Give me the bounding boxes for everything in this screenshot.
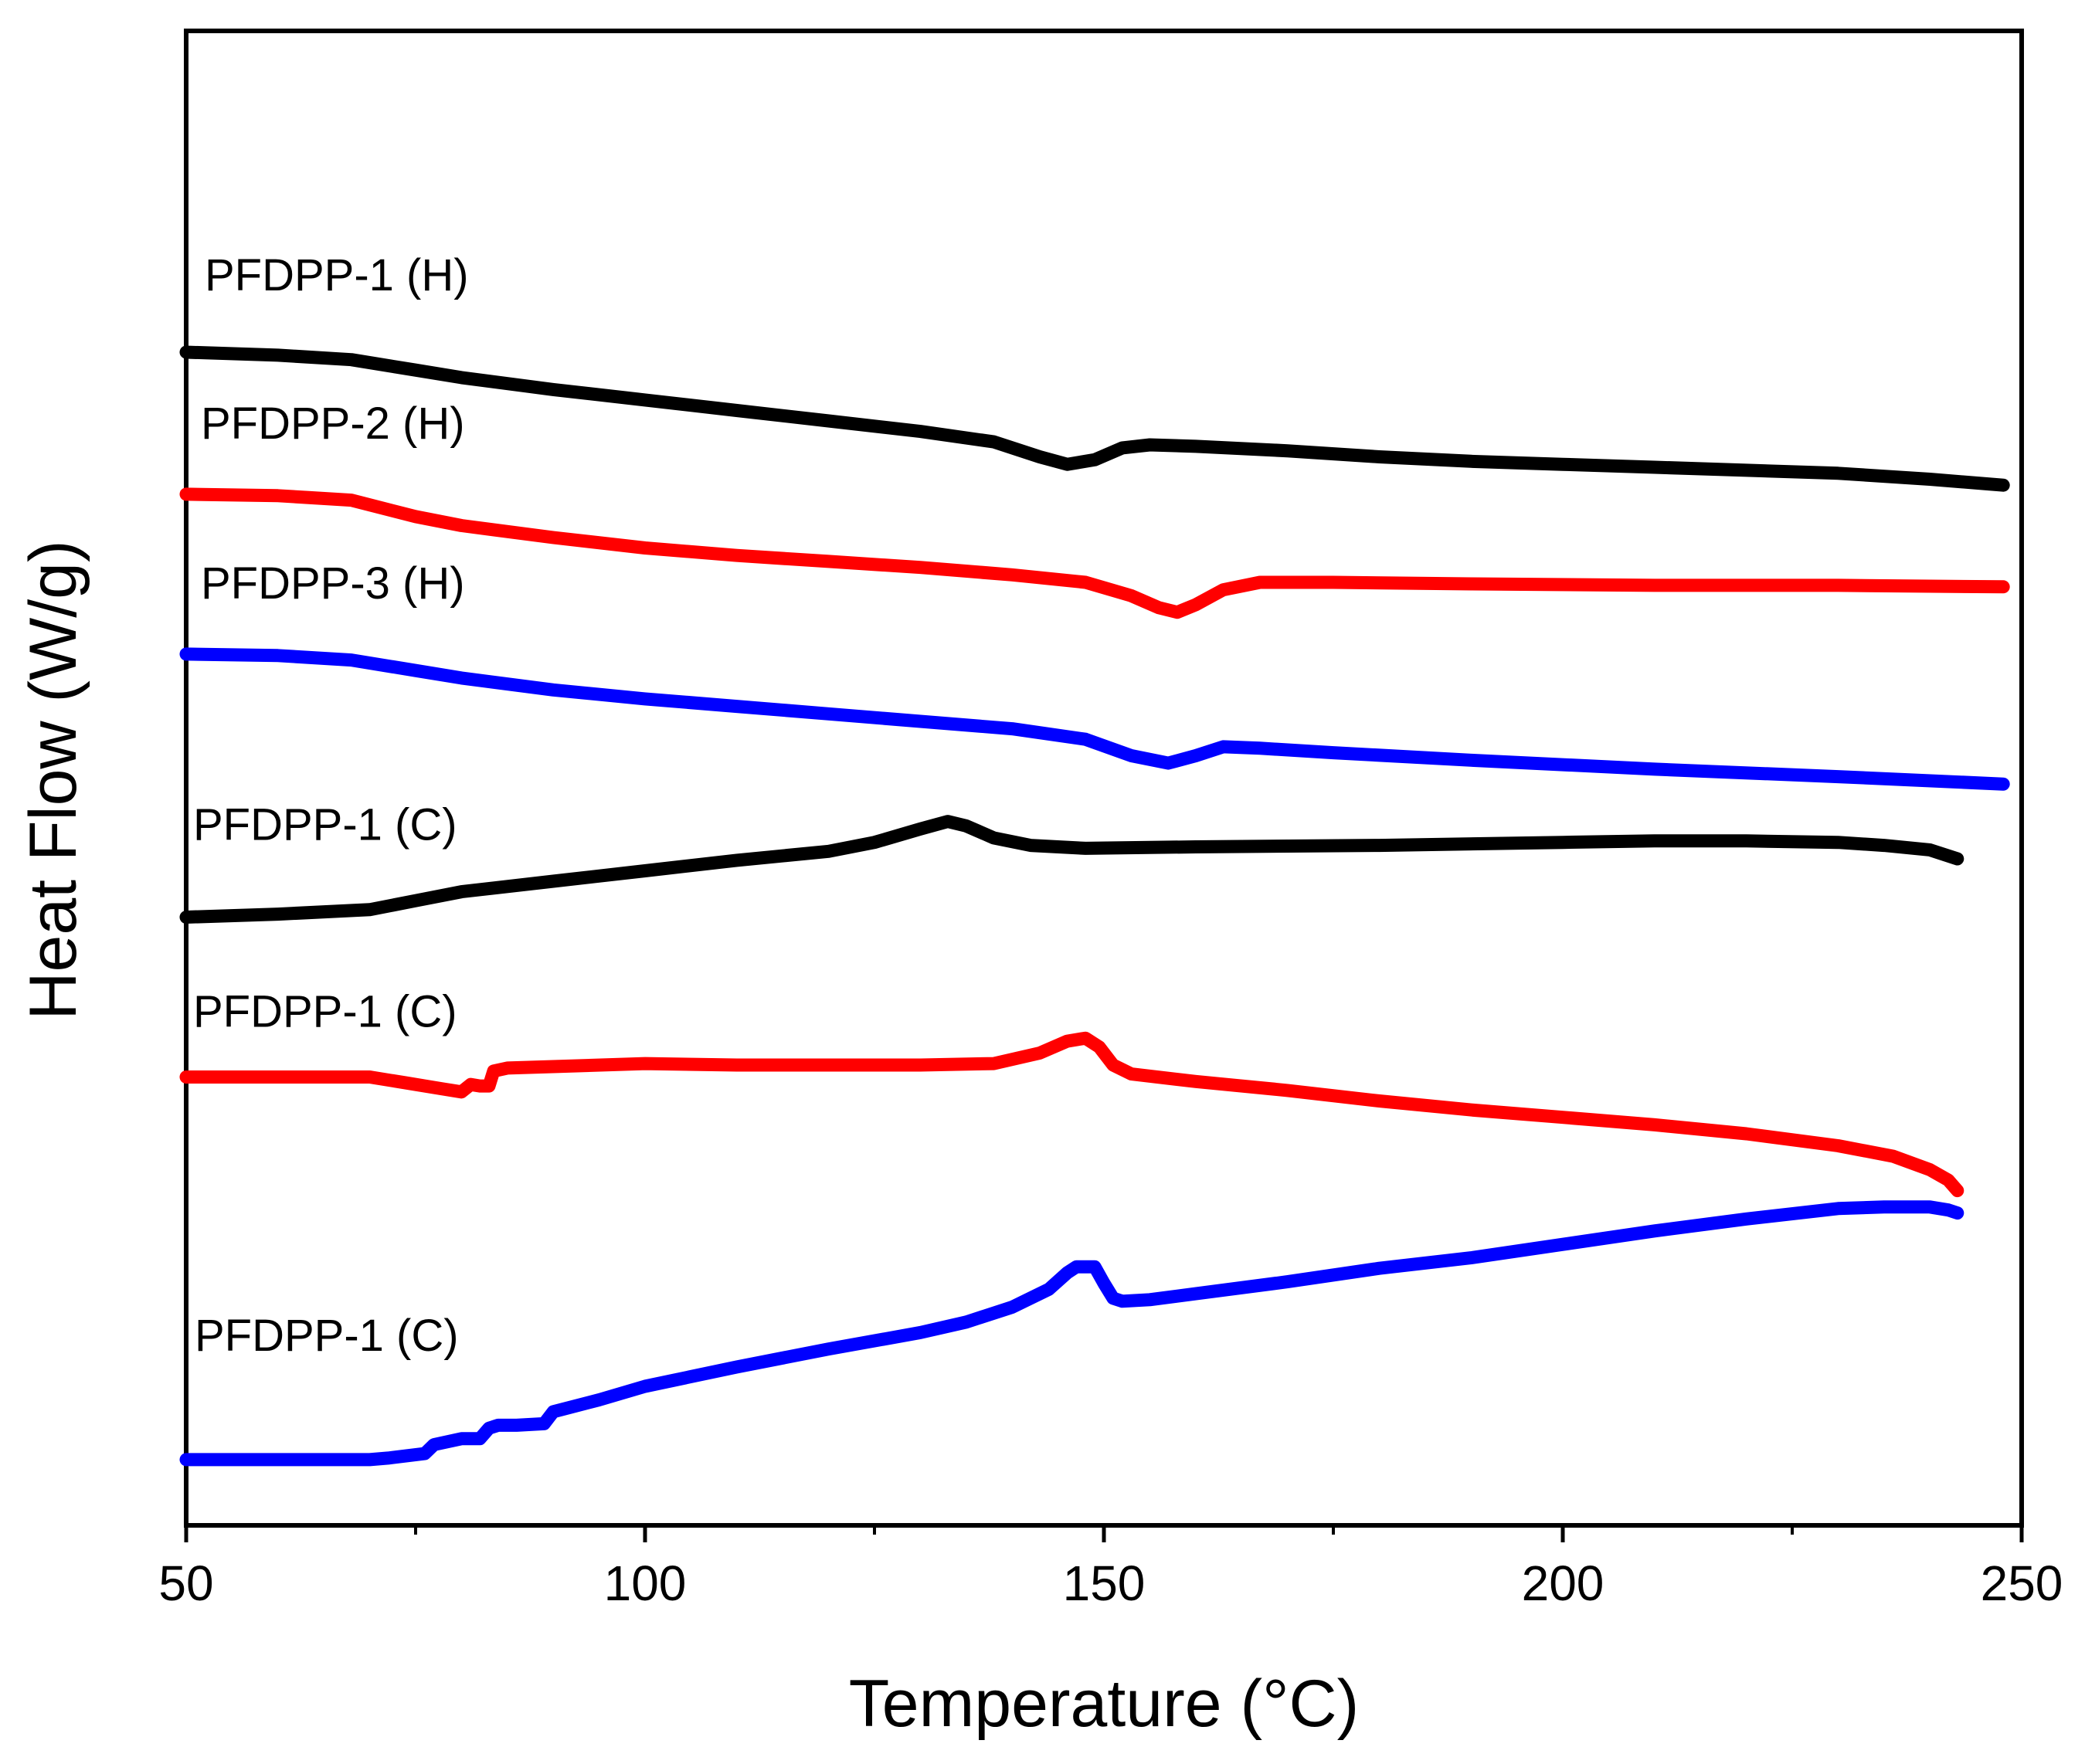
series-label: PFDPP-1 (H) [205,250,469,300]
x-tick-label: 150 [1063,1555,1146,1611]
series-label: PFDPP-3 (H) [201,558,465,609]
series-line [179,1031,1964,1198]
x-tick-label: 50 [158,1555,213,1611]
series-line [179,815,1964,924]
series-line [179,647,2010,791]
x-axis-title: Temperature (°C) [849,1667,1359,1741]
series-label: PFDPP-1 (C) [195,1311,459,1361]
x-tick-label: 100 [604,1555,687,1611]
series-line [179,1200,1964,1467]
series-labels: PFDPP-1 (H) PFDPP-2 (H) PFDPP-3 (H) PFDPP-1… [193,250,469,1361]
series-line [179,345,2010,492]
y-axis-title: Heat Flow (W/g) [16,540,90,1019]
x-axis-ticks: 50 100 150 200 250 [158,1525,2063,1611]
x-tick-label: 250 [1981,1555,2063,1611]
series-layer [179,345,2010,1467]
series-label: PFDPP-2 (H) [201,399,465,449]
series-line [179,487,2010,619]
series-label: PFDPP-1 (C) [193,800,457,850]
series-label: PFDPP-1 (C) [193,987,457,1037]
x-tick-label: 200 [1522,1555,1604,1611]
